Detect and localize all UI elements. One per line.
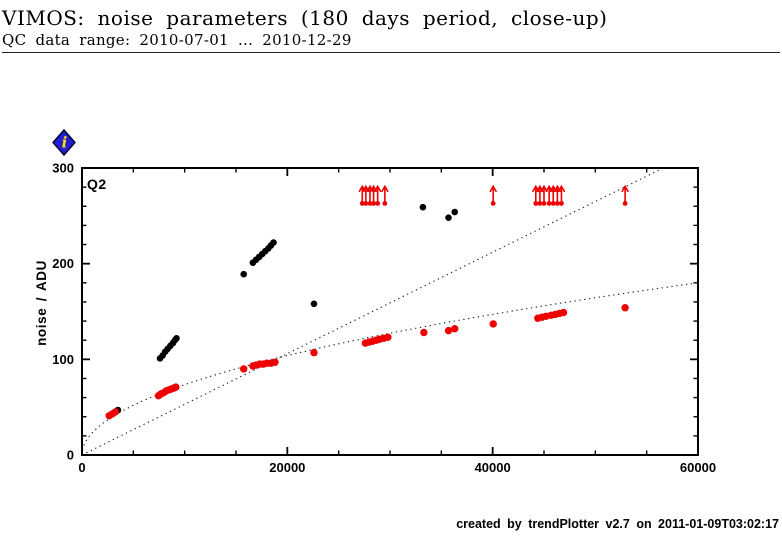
y-axis-title: noise / ADU xyxy=(34,260,49,346)
data-point-red xyxy=(621,304,629,312)
x-tick-label: 0 xyxy=(78,460,85,475)
x-tick-label: 60000 xyxy=(680,460,716,475)
info-diamond-icon[interactable]: i xyxy=(52,128,76,157)
y-tick-label: 0 xyxy=(67,448,74,463)
page-title: VIMOS: noise parameters (180 days period… xyxy=(2,6,608,30)
y-tick-label: 200 xyxy=(52,256,74,271)
plot-frame xyxy=(81,167,699,456)
y-tick-label: 300 xyxy=(52,161,74,176)
y-tick-label: 100 xyxy=(52,352,74,367)
data-point-black xyxy=(173,335,180,342)
info-glyph: i xyxy=(62,134,68,152)
censored-point xyxy=(371,200,376,206)
censored-point xyxy=(375,200,381,206)
censored-arrow-head xyxy=(373,184,382,193)
data-point-black xyxy=(240,270,247,278)
censored-point xyxy=(359,200,365,206)
data-point-red xyxy=(172,383,180,391)
data-point-black xyxy=(419,203,427,211)
censored-point xyxy=(559,200,564,206)
data-point-red xyxy=(451,325,459,333)
censored-point xyxy=(363,200,369,206)
censored-point xyxy=(533,200,539,206)
data-point-red xyxy=(271,358,279,366)
data-point-red xyxy=(420,328,428,337)
data-point-black xyxy=(310,300,318,308)
data-point-red xyxy=(384,333,392,341)
censored-point xyxy=(622,200,628,206)
sqrt-model xyxy=(81,282,699,456)
data-point-black xyxy=(270,239,277,246)
censored-point xyxy=(382,200,388,206)
data-point-red xyxy=(559,308,568,317)
censored-arrow-head xyxy=(489,184,498,193)
header-rule xyxy=(2,52,780,53)
data-point-red xyxy=(444,326,453,335)
censored-point xyxy=(541,200,547,206)
linear-model xyxy=(81,167,664,456)
x-tick-label: 20000 xyxy=(269,460,305,475)
censored-point xyxy=(554,200,560,206)
data-point-red xyxy=(240,365,248,373)
censored-point xyxy=(490,200,496,206)
censored-point xyxy=(550,200,556,206)
data-point-red xyxy=(489,320,497,328)
data-point-red xyxy=(111,408,120,416)
info-marker[interactable]: i xyxy=(52,128,76,157)
censored-arrow-head xyxy=(380,184,389,193)
data-point-black xyxy=(451,208,459,216)
x-tick-label: 40000 xyxy=(475,460,511,475)
footer-credit: created by trendPlotter v2.7 on 2011-01-… xyxy=(456,517,779,531)
censored-arrow-head xyxy=(621,184,629,193)
data-point-black xyxy=(445,214,452,221)
panel-label: Q2 xyxy=(87,176,107,192)
qc-data-range: QC data range: 2010-07-01 ... 2010-12-29 xyxy=(2,31,352,49)
censored-point xyxy=(537,200,543,206)
censored-arrow-head xyxy=(557,184,566,193)
data-point-red xyxy=(310,348,318,357)
censored-point xyxy=(546,200,552,206)
diamond-shape xyxy=(52,128,76,157)
censored-point xyxy=(367,200,373,206)
